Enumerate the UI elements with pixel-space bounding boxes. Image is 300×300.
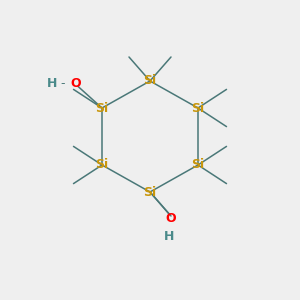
Text: -: - bbox=[61, 77, 65, 90]
Text: Si: Si bbox=[95, 158, 109, 172]
Text: O: O bbox=[166, 212, 176, 226]
Text: Si: Si bbox=[95, 101, 109, 115]
Text: Si: Si bbox=[191, 101, 205, 115]
Text: Si: Si bbox=[143, 185, 157, 199]
Text: O: O bbox=[70, 77, 81, 90]
Text: H: H bbox=[164, 230, 174, 243]
Text: H: H bbox=[46, 77, 57, 90]
Text: Si: Si bbox=[143, 74, 157, 88]
Text: Si: Si bbox=[191, 158, 205, 172]
